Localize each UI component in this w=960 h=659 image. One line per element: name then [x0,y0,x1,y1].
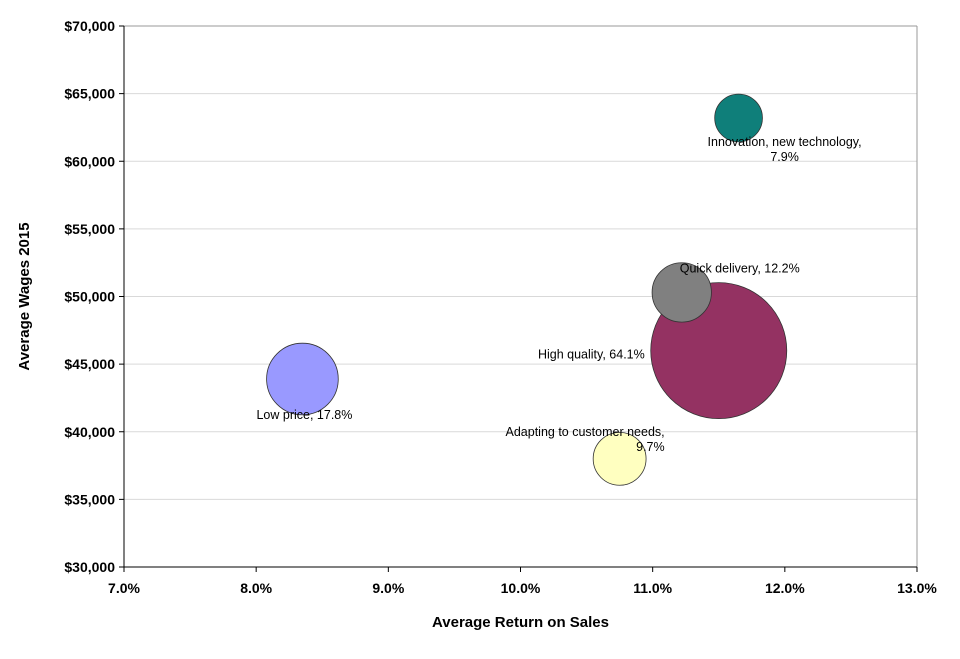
bubble-data-label-line: High quality, 64.1% [538,348,645,362]
bubble [266,342,339,416]
x-tick-label: 7.0% [108,580,140,596]
data-labels: Innovation, new technology, 7.9% Quick del… [256,135,861,454]
bubble-data-label: Low price, 17.8% [256,408,352,422]
tick-labels: $30,000 $35,000 $40,000 $45,000 $50,000 $55,0… [64,18,937,596]
y-tick-label: $40,000 [64,424,115,440]
x-tick-label: 9.0% [372,580,404,596]
y-tick-label: $30,000 [64,559,115,575]
bubble-data-label-line: Adapting to customer needs, [506,425,665,439]
y-axis-title: Average Wages 2015 [16,222,33,370]
y-tick-label: $50,000 [64,289,115,305]
x-tick-label: 10.0% [501,580,541,596]
y-tick-label: $60,000 [64,153,115,169]
bubble-data-label-line: 9.7% [636,440,665,454]
x-tick-label: 8.0% [240,580,272,596]
bubble [592,431,647,486]
x-tick-label: 12.0% [765,580,805,596]
x-tick-label: 13.0% [897,580,937,596]
bubbles [266,93,788,486]
bubble [651,262,712,323]
bubble [714,93,763,143]
bubble-data-label: Quick delivery, 12.2% [680,261,800,275]
x-axis-title: Average Return on Sales [432,614,609,631]
y-tick-label: $35,000 [64,491,115,507]
bubble-data-label: Adapting to customer needs, 9.7% [506,425,665,454]
y-tick-label: $70,000 [64,18,115,34]
bubble-data-label-line: 7.9% [770,150,799,164]
bubble-data-label-line: Quick delivery, 12.2% [680,261,800,275]
gridlines [124,25,917,500]
y-tick-label: $65,000 [64,86,115,102]
bubble-data-label: High quality, 64.1% [538,348,645,362]
bubble-data-label: Innovation, new technology, 7.9% [708,135,862,164]
y-tick-label: $45,000 [64,356,115,372]
y-tick-label: $55,000 [64,221,115,237]
bubble-data-label-line: Innovation, new technology, [708,135,862,149]
axes [119,25,918,572]
x-tick-label: 11.0% [633,580,672,596]
bubble-data-label-line: Low price, 17.8% [256,408,352,422]
